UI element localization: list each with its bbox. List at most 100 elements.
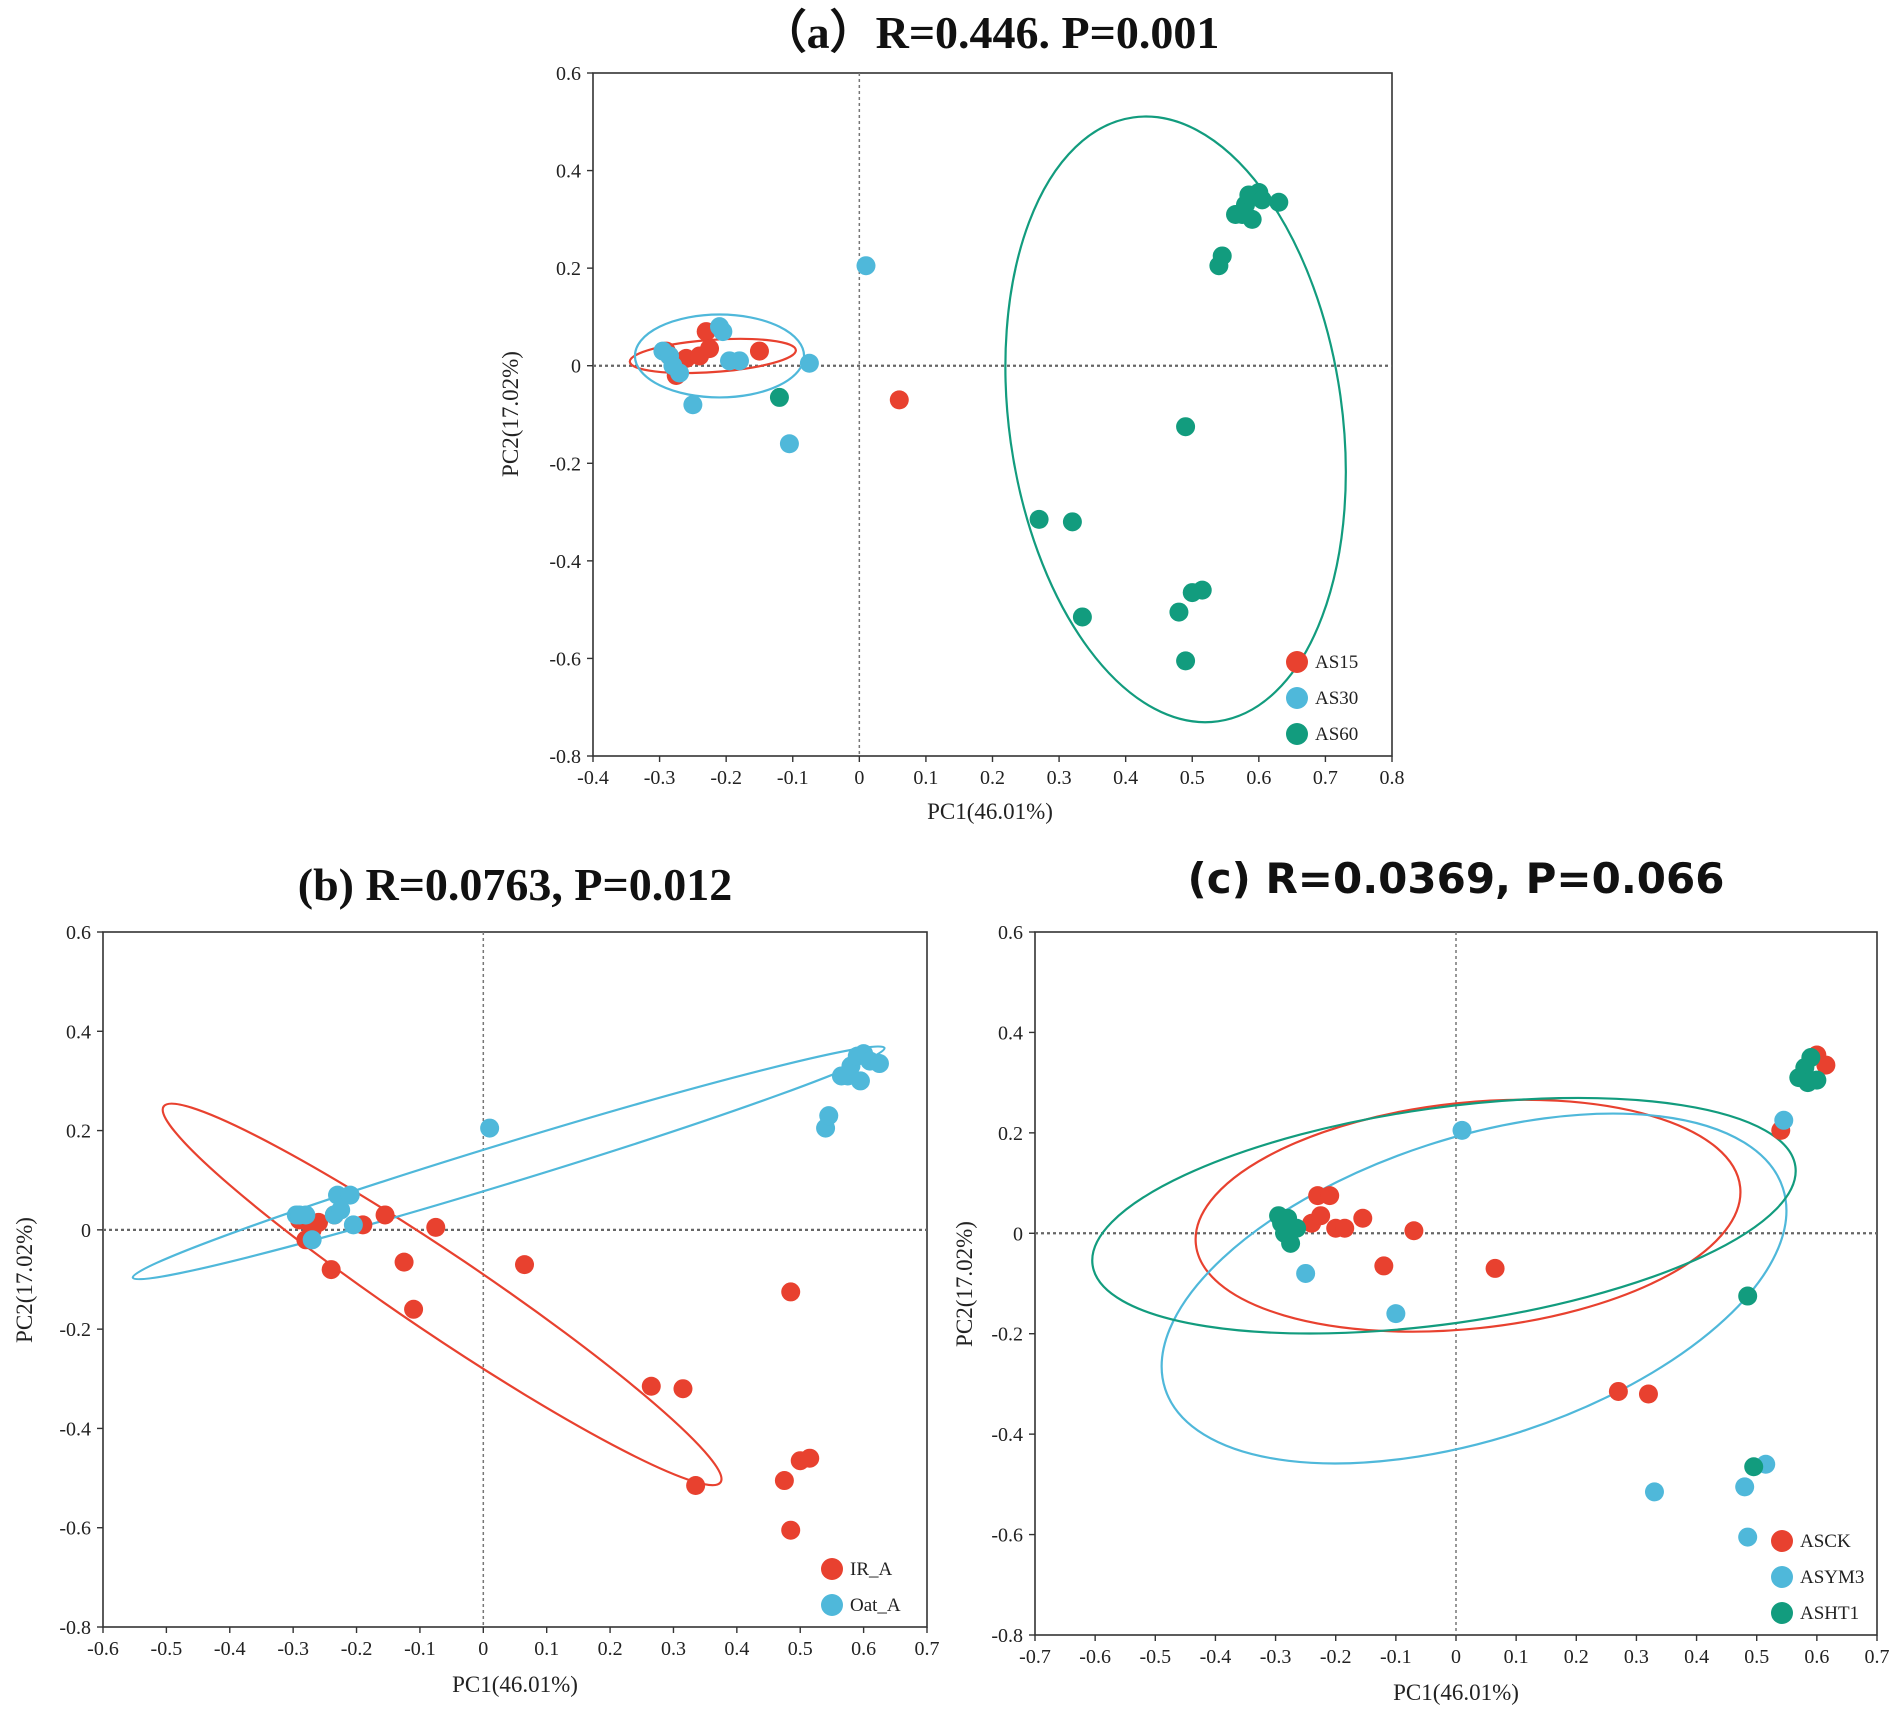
legend-label: AS60 <box>1315 724 1358 745</box>
x-tick-label: 0.3 <box>661 1638 686 1660</box>
x-tick-label: -0.6 <box>1079 1646 1111 1668</box>
x-tick-label: -0.1 <box>1380 1646 1412 1668</box>
x-tick-label: 0.1 <box>1504 1646 1529 1668</box>
legend-label: ASCK <box>1800 1531 1851 1552</box>
ellipse-ir-a <box>161 1102 723 1487</box>
point-asym3 <box>1738 1527 1758 1547</box>
x-axis-label: PC1(46.01%) <box>452 1672 578 1697</box>
point-asym3 <box>1386 1304 1406 1324</box>
y-tick-label: -0.4 <box>991 1424 1023 1446</box>
point-oat-a <box>343 1215 363 1235</box>
x-tick-label: -0.1 <box>777 767 809 789</box>
point-asym3 <box>1774 1110 1794 1130</box>
x-tick-label: -0.2 <box>341 1638 373 1660</box>
point-as60 <box>1212 246 1232 266</box>
point-asck <box>1485 1258 1505 1278</box>
point-as30 <box>683 395 703 415</box>
point-asck <box>1608 1381 1628 1401</box>
y-tick-label: 0.4 <box>998 1022 1023 1044</box>
point-asck <box>1374 1256 1394 1276</box>
point-as60 <box>1169 602 1189 622</box>
x-tick-label: 0.4 <box>1113 767 1138 789</box>
x-tick-label: -0.3 <box>644 767 676 789</box>
x-tick-label: -0.6 <box>87 1638 119 1660</box>
point-oat-a <box>850 1071 870 1091</box>
x-tick-label: 0.3 <box>1047 767 1072 789</box>
y-tick-label: 0 <box>571 356 581 378</box>
legend-label: ASYM3 <box>1800 1567 1864 1588</box>
panel-a: （a）R=0.446. P=0.001 -0.4 -0.3 -0.2 -0.1 0 0.1 0… <box>498 7 1405 824</box>
point-oat-a <box>296 1205 316 1225</box>
chart-title: (c) R=0.0369, P=0.066 <box>1188 854 1725 903</box>
y-tick-label: 0 <box>1013 1223 1023 1245</box>
ellipse-asht1 <box>1091 1096 1797 1335</box>
point-as30 <box>713 322 733 342</box>
x-tick-label: -0.2 <box>710 767 742 789</box>
point-as60 <box>1192 580 1212 600</box>
y-tick-label: -0.8 <box>549 746 581 768</box>
y-tick-label: -0.4 <box>549 551 581 573</box>
x-tick-label: -0.2 <box>1320 1646 1352 1668</box>
legend-marker <box>1286 723 1308 745</box>
point-as15 <box>889 390 909 410</box>
y-tick-label: 0.2 <box>556 258 581 280</box>
point-asym3 <box>1452 1120 1472 1140</box>
point-asht1 <box>1801 1048 1821 1068</box>
point-ir-a <box>781 1282 801 1302</box>
legend-label: IR_A <box>850 1559 893 1580</box>
legend-label: AS15 <box>1315 652 1358 673</box>
x-tick-label: 0.3 <box>1624 1646 1649 1668</box>
x-axis-label: PC1(46.01%) <box>927 799 1053 824</box>
point-asht1 <box>1738 1286 1758 1306</box>
x-tick-label: 0.2 <box>1564 1646 1589 1668</box>
x-tick-label: 0.2 <box>980 767 1005 789</box>
ellipse-asym3 <box>1160 1112 1788 1465</box>
point-asck <box>1311 1206 1331 1226</box>
x-tick-label: 0.7 <box>1865 1646 1890 1668</box>
point-as60 <box>1176 651 1196 671</box>
x-tick-label: 0.6 <box>851 1638 876 1660</box>
chart-title: (b) R=0.0763, P=0.012 <box>298 859 732 910</box>
y-tick-label: -0.8 <box>991 1625 1023 1647</box>
point-ir-a <box>686 1476 706 1496</box>
point-as60 <box>1252 190 1272 210</box>
x-tick-label: -0.4 <box>1200 1646 1232 1668</box>
point-as60 <box>1176 417 1196 437</box>
legend-marker <box>1771 1566 1793 1588</box>
x-tick-label: -0.7 <box>1019 1646 1051 1668</box>
x-tick-label: 0 <box>854 767 864 789</box>
point-as60 <box>1062 512 1082 532</box>
point-ir-a <box>641 1376 661 1396</box>
legend-marker <box>1286 651 1308 673</box>
x-tick-label: 0.2 <box>598 1638 623 1660</box>
point-as30 <box>779 434 799 454</box>
legend-label: Oat_A <box>850 1595 901 1616</box>
point-as60 <box>1029 509 1049 529</box>
point-as15 <box>749 341 769 361</box>
plot-frame <box>102 931 928 1628</box>
point-ir-a <box>781 1520 801 1540</box>
x-tick-label: 0.5 <box>1744 1646 1769 1668</box>
legend-marker <box>1771 1530 1793 1552</box>
x-tick-label: 0.5 <box>1180 767 1205 789</box>
x-tick-label: 0.4 <box>1684 1646 1709 1668</box>
legend-marker <box>1286 687 1308 709</box>
legend-marker <box>821 1558 843 1580</box>
x-tick-label: 0.8 <box>1380 767 1405 789</box>
y-tick-label: -0.6 <box>59 1518 91 1540</box>
point-oat-a <box>869 1054 889 1074</box>
legend-marker <box>1771 1602 1793 1624</box>
x-axis-label: PC1(46.01%) <box>1393 1680 1519 1705</box>
point-asht1 <box>1807 1070 1827 1090</box>
x-tick-label: 0.7 <box>1313 767 1338 789</box>
point-oat-a <box>340 1185 360 1205</box>
y-tick-label: -0.2 <box>59 1319 91 1341</box>
y-tick-label: -0.6 <box>549 648 581 670</box>
point-as30 <box>799 353 819 373</box>
point-oat-a <box>302 1230 322 1250</box>
x-tick-label: -0.1 <box>404 1638 436 1660</box>
x-tick-label: 0.5 <box>788 1638 813 1660</box>
point-as30 <box>729 351 749 371</box>
x-tick-label: 0 <box>478 1638 488 1660</box>
